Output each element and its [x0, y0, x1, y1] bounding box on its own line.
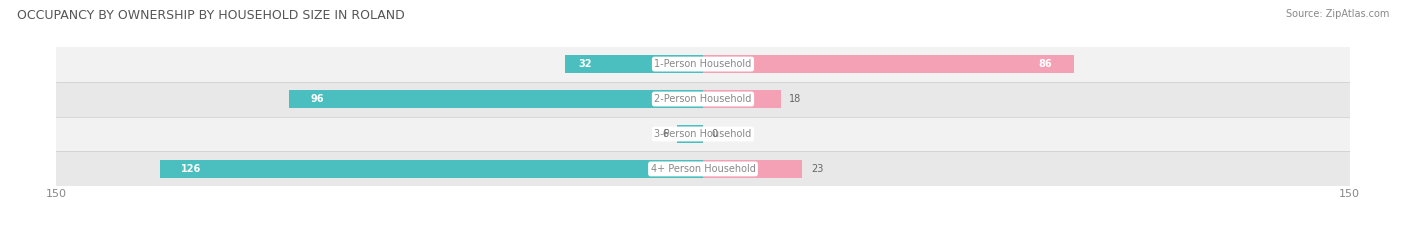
Bar [56, 116, 1350, 151]
Text: 6: 6 [662, 129, 668, 139]
Text: 23: 23 [811, 164, 823, 174]
Text: 4+ Person Household: 4+ Person Household [651, 164, 755, 174]
Bar [56, 47, 1350, 82]
Bar [703, 90, 780, 108]
Bar [56, 82, 1350, 116]
Text: 86: 86 [1039, 59, 1052, 69]
Bar [160, 160, 703, 178]
Bar [56, 151, 1350, 186]
Text: 3-Person Household: 3-Person Household [654, 129, 752, 139]
Text: 0: 0 [711, 129, 717, 139]
Bar [678, 125, 703, 143]
Bar [703, 55, 1074, 73]
Text: 96: 96 [311, 94, 325, 104]
Bar [290, 90, 703, 108]
Text: 32: 32 [578, 59, 592, 69]
Text: Source: ZipAtlas.com: Source: ZipAtlas.com [1285, 9, 1389, 19]
Text: 1-Person Household: 1-Person Household [654, 59, 752, 69]
Text: 18: 18 [789, 94, 801, 104]
Bar [565, 55, 703, 73]
Text: 2-Person Household: 2-Person Household [654, 94, 752, 104]
Text: OCCUPANCY BY OWNERSHIP BY HOUSEHOLD SIZE IN ROLAND: OCCUPANCY BY OWNERSHIP BY HOUSEHOLD SIZE… [17, 9, 405, 22]
Bar [703, 160, 803, 178]
Text: 126: 126 [181, 164, 201, 174]
